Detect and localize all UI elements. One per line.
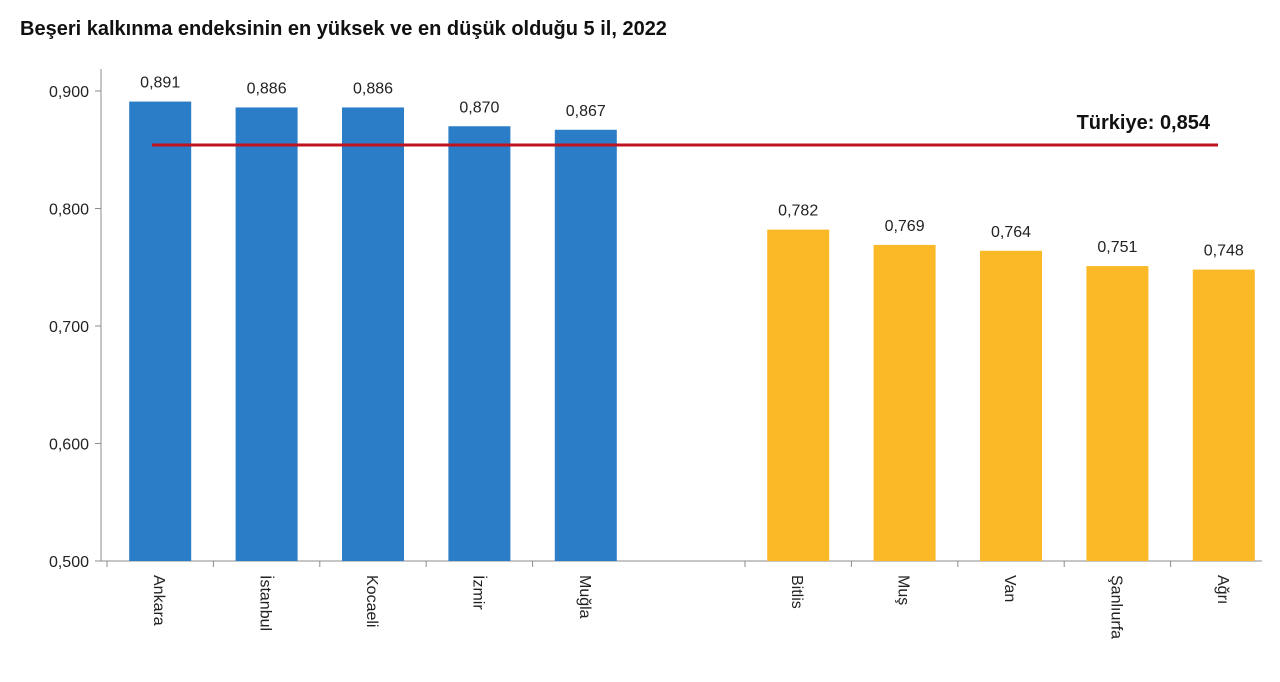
data-label: 0,867 [566, 103, 606, 120]
bars [129, 101, 1255, 562]
category-label: Van [1001, 575, 1018, 602]
data-label: 0,782 [778, 203, 818, 220]
bar [1192, 269, 1255, 561]
category-label: Bitlis [788, 575, 805, 609]
y-tick-label: 0,500 [49, 554, 89, 571]
value-labels: 0,891 0,886 0,886 0,870 0,867 0,782 0,769 0,764… [140, 75, 1244, 260]
bar [980, 250, 1042, 562]
category-label: Muş [895, 575, 912, 605]
category-label: Kocaeli [363, 575, 380, 627]
bar [767, 229, 830, 561]
category-label: Ankara [150, 575, 167, 626]
bar [448, 126, 511, 561]
category-label: Muğla [576, 575, 593, 619]
chart-title: Beşeri kalkınma endeksinin en yüksek ve … [20, 18, 667, 40]
axes: 0,500 0,600 0,700 0,800 0,900 [49, 69, 1262, 571]
y-tick-label: 0,800 [49, 202, 89, 219]
category-label: İzmir [469, 575, 488, 610]
bar [554, 129, 617, 561]
data-label: 0,870 [459, 99, 499, 116]
bar [342, 107, 404, 561]
data-label: 0,886 [353, 80, 393, 97]
category-label: İstanbul [257, 575, 276, 631]
data-label: 0,769 [885, 218, 925, 235]
data-label: 0,764 [991, 224, 1031, 241]
bar [235, 107, 298, 561]
reference-line-label: Türkiye: 0,854 [1077, 112, 1211, 134]
category-label: Şanlıurfa [1107, 575, 1124, 639]
data-label: 0,891 [140, 75, 180, 92]
data-label: 0,886 [247, 80, 287, 97]
data-label: 0,751 [1097, 239, 1137, 256]
category-labels: Ankara İstanbul Kocaeli İzmir Muğla Bitlis Muş… [150, 575, 1231, 639]
reference-line-group: Türkiye: 0,854 [152, 112, 1218, 147]
bar [1086, 266, 1149, 561]
category-label: Ağrı [1214, 575, 1231, 604]
bar [129, 101, 192, 561]
y-tick-label: 0,600 [49, 437, 89, 454]
data-label: 0,748 [1204, 243, 1244, 260]
y-tick-label: 0,900 [49, 84, 89, 101]
y-tick-label: 0,700 [49, 319, 89, 336]
bar [873, 244, 936, 562]
